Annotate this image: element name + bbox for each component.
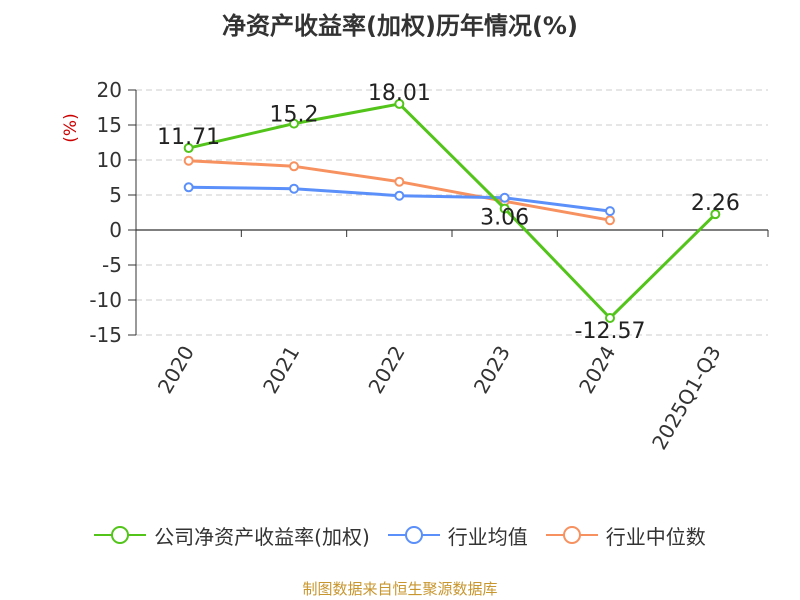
- x-tick-label: 2025Q1-Q3: [647, 342, 726, 454]
- chart-title: 净资产收益率(加权)历年情况(%): [222, 12, 578, 40]
- data-label: 11.71: [157, 125, 220, 150]
- data-point: [289, 118, 299, 129]
- y-tick-label: 15: [97, 113, 122, 137]
- legend-line-circle-icon: [94, 526, 147, 544]
- x-tick-label: 2023: [469, 342, 515, 398]
- series-line: [188, 159, 611, 222]
- data-point: [183, 143, 194, 154]
- y-tick-label: -10: [89, 288, 122, 312]
- data-label: -12.57: [575, 319, 646, 344]
- data-point: [289, 161, 299, 172]
- data-point: [183, 155, 194, 166]
- legend-label-industry-mean: 行业均值: [447, 524, 528, 549]
- legend-label-industry-median: 行业中位数: [605, 524, 706, 549]
- data-point: [605, 215, 615, 226]
- legend: 公司净资产收益率(加权) 行业均值 行业中位数: [0, 520, 800, 550]
- data-source-note: 制图数据来自恒生聚源数据库: [302, 580, 498, 598]
- y-tick-label: 20: [97, 78, 122, 102]
- x-tick-label: 2021: [258, 342, 304, 398]
- legend-line-circle-icon: [545, 526, 598, 544]
- data-point: [394, 190, 405, 201]
- series-line: [188, 102, 717, 320]
- y-tick-label: -15: [89, 323, 122, 347]
- data-label: 3.06: [480, 206, 529, 231]
- data-point: [710, 209, 721, 220]
- y-tick-label: 0: [109, 218, 122, 242]
- data-point: [394, 98, 405, 109]
- data-point: [289, 183, 299, 194]
- data-point: [394, 176, 405, 187]
- legend-item-industry-mean[interactable]: 行业均值: [387, 521, 528, 550]
- legend-line-circle-icon: [387, 526, 440, 544]
- legend-item-industry-median[interactable]: 行业中位数: [545, 521, 706, 550]
- x-tick-label: 2022: [363, 342, 409, 398]
- data-point: [499, 203, 510, 214]
- x-tick-label: 2024: [574, 342, 620, 398]
- legend-label-company: 公司净资产收益率(加权): [154, 524, 370, 549]
- y-tick-label: -5: [102, 253, 122, 277]
- data-label: 15.2: [270, 103, 319, 128]
- legend-item-company[interactable]: 公司净资产收益率(加权): [94, 521, 370, 550]
- x-tick-label: 2020: [153, 342, 199, 398]
- data-point: [605, 206, 615, 217]
- data-label: 2.26: [691, 191, 740, 216]
- y-tick-label: 10: [97, 148, 122, 172]
- data-point: [499, 192, 510, 203]
- data-point: [605, 312, 615, 323]
- data-point: [183, 182, 194, 193]
- y-tick-label: 5: [109, 183, 122, 207]
- y-axis-label: (%): [61, 113, 81, 142]
- data-label: 18.01: [368, 81, 431, 106]
